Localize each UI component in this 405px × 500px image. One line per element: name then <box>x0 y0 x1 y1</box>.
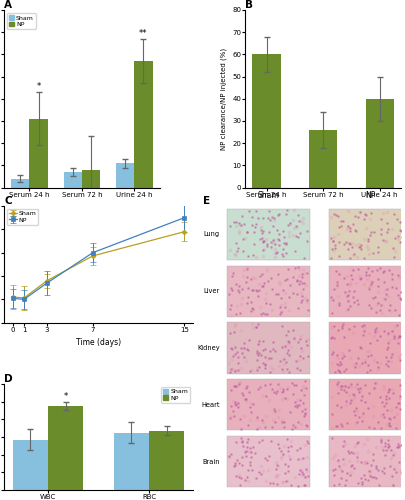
Bar <box>114 432 149 490</box>
Bar <box>252 54 281 188</box>
Legend: Sham, NP: Sham, NP <box>7 209 38 224</box>
Bar <box>11 178 30 188</box>
Text: NP: NP <box>366 192 376 200</box>
Bar <box>309 130 337 188</box>
Y-axis label: NP clearance/NP injected (%): NP clearance/NP injected (%) <box>220 48 226 150</box>
Bar <box>30 118 48 188</box>
X-axis label: Time (days): Time (days) <box>76 338 121 347</box>
Text: D: D <box>4 374 13 384</box>
Bar <box>64 172 82 188</box>
Text: Kidney: Kidney <box>197 345 220 351</box>
Bar <box>48 406 83 490</box>
Text: Sham: Sham <box>258 192 279 200</box>
Text: Heart: Heart <box>201 402 220 408</box>
Bar <box>116 163 134 188</box>
Legend: Sham, NP: Sham, NP <box>162 387 190 403</box>
Bar <box>13 440 48 490</box>
Legend: Sham, NP: Sham, NP <box>7 13 36 29</box>
Text: Liver: Liver <box>203 288 220 294</box>
Bar <box>149 431 184 490</box>
Text: C: C <box>4 196 12 206</box>
Text: Brain: Brain <box>202 458 220 464</box>
Text: Lung: Lung <box>203 232 220 237</box>
Bar <box>134 61 153 188</box>
Text: *: * <box>64 392 68 400</box>
Text: E: E <box>202 196 210 206</box>
Bar <box>82 170 100 188</box>
Bar <box>366 99 394 188</box>
Text: *: * <box>36 82 41 91</box>
Text: **: ** <box>139 28 148 38</box>
Text: A: A <box>4 0 12 10</box>
Text: B: B <box>245 0 253 10</box>
